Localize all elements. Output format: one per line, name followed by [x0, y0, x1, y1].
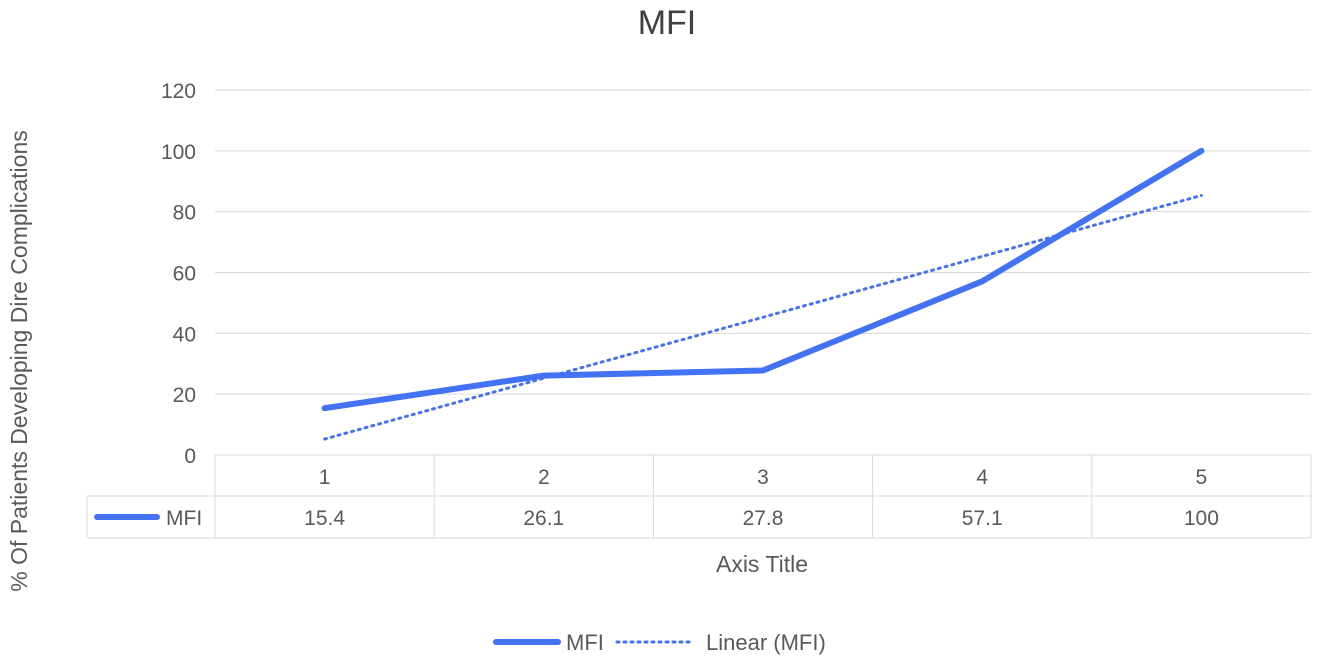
x-tick-label: 3	[757, 466, 769, 489]
x-tick-label: 5	[1196, 466, 1208, 489]
table-cell-value: 15.4	[304, 507, 345, 530]
chart-title: MFI	[638, 4, 697, 42]
x-tick-label: 1	[319, 466, 331, 489]
x-tick-label: 2	[538, 466, 550, 489]
y-tick-label: 40	[173, 323, 196, 346]
gridlines	[215, 89, 1311, 395]
y-axis-title: % Of Patients Developing Dire Complicati…	[6, 130, 32, 591]
y-tick-label: 20	[173, 384, 196, 407]
plot-area	[321, 147, 1205, 441]
series-line-mfi	[321, 147, 1205, 412]
x-tick-label: 4	[976, 466, 988, 489]
y-tick-label: 120	[161, 80, 196, 103]
y-tick-label: 60	[173, 263, 196, 286]
table-cell-value: 27.8	[743, 507, 784, 530]
table-cell-value: 26.1	[523, 507, 564, 530]
data-table: 1 2 3 4 5 MFI 15.4 26.1 27.8 57.1 100	[86, 454, 1312, 539]
y-tick-label: 100	[161, 141, 196, 164]
table-cell-value: 57.1	[962, 507, 1003, 530]
legend: MFI Linear (MFI)	[493, 630, 826, 655]
y-tick-label: 80	[173, 202, 196, 225]
legend-trendline-label: Linear (MFI)	[706, 630, 826, 655]
table-series-label: MFI	[166, 507, 202, 530]
y-tick-label: 0	[184, 445, 196, 468]
legend-series-label: MFI	[566, 630, 604, 655]
x-axis-title: Axis Title	[716, 551, 808, 577]
y-axis-ticks: 0 20 40 60 80 100 120	[161, 80, 196, 468]
table-cell-value: 100	[1184, 507, 1219, 530]
trendline-linear-mfi	[323, 193, 1203, 441]
